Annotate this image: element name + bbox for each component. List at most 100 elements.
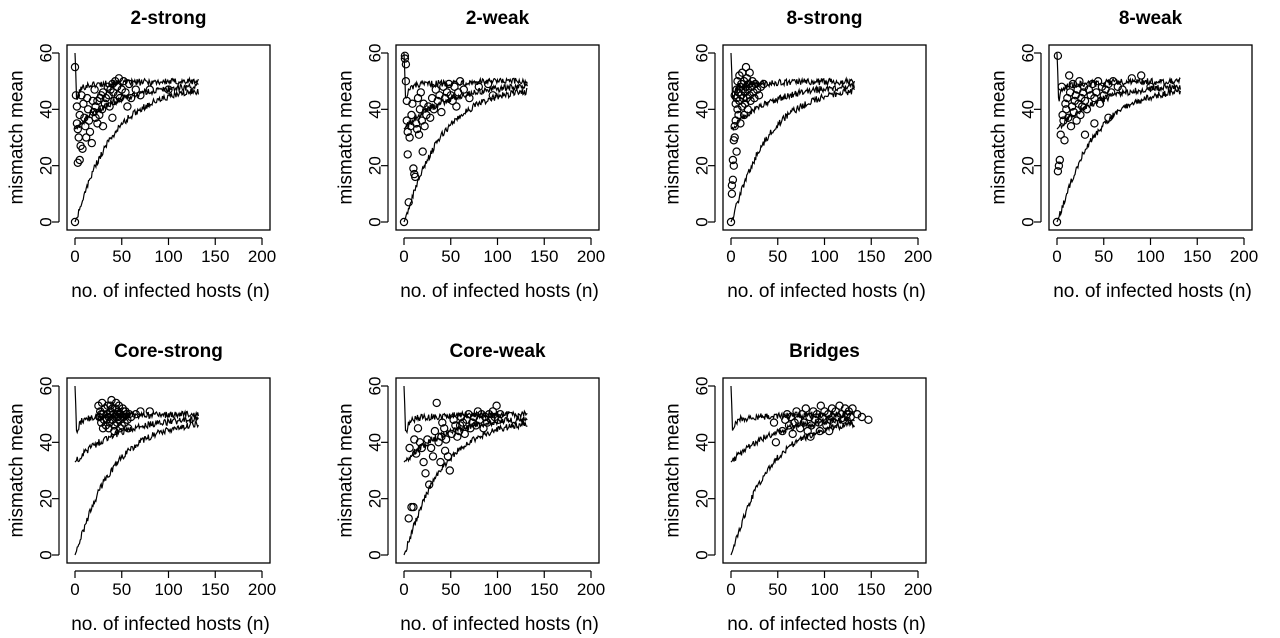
data-point xyxy=(494,415,503,424)
data-point xyxy=(1075,76,1084,86)
data-point xyxy=(101,93,111,103)
data-point xyxy=(81,133,91,142)
data-point xyxy=(471,421,481,430)
data-point xyxy=(407,110,416,120)
data-point xyxy=(1113,82,1123,92)
data-point xyxy=(1064,71,1074,80)
y-tick-label: 0 xyxy=(366,217,385,226)
x-tick-label: 50 xyxy=(768,247,787,266)
data-point xyxy=(853,410,862,419)
x-tick-label: 0 xyxy=(399,247,408,266)
data-point xyxy=(399,217,409,227)
y-tick-label: 40 xyxy=(1019,100,1038,119)
y-axis-title: mismatch mean xyxy=(7,70,28,204)
plot-frame xyxy=(66,377,271,564)
data-point xyxy=(112,82,122,92)
data-point xyxy=(451,421,460,430)
plot-frame xyxy=(722,377,927,564)
y-tick-label: 40 xyxy=(37,433,56,452)
reference-curve xyxy=(730,419,855,556)
data-point xyxy=(492,401,501,410)
data-point xyxy=(429,105,439,114)
data-point xyxy=(1108,76,1118,86)
x-tick-label: 200 xyxy=(577,580,605,599)
plot-frame xyxy=(395,44,600,231)
x-tick-label: 100 xyxy=(810,247,838,266)
data-point xyxy=(786,412,796,422)
data-point xyxy=(799,418,809,427)
data-point xyxy=(465,93,474,103)
data-point xyxy=(116,410,126,419)
data-point xyxy=(419,457,428,467)
y-tick-label: 40 xyxy=(693,433,712,452)
data-point xyxy=(70,62,80,72)
x-tick-label: 150 xyxy=(201,247,229,266)
data-point xyxy=(864,415,873,424)
data-point xyxy=(1080,130,1090,139)
x-tick-label: 100 xyxy=(154,247,182,266)
x-tick-label: 0 xyxy=(70,580,79,599)
reference-curve xyxy=(403,420,528,556)
data-point xyxy=(728,175,738,184)
x-axis-title: no. of infected hosts (n) xyxy=(71,614,270,635)
x-tick-label: 0 xyxy=(726,580,735,599)
reference-curve xyxy=(403,385,528,435)
data-point xyxy=(739,110,749,120)
data-point xyxy=(123,102,132,111)
data-point xyxy=(1059,116,1068,125)
data-point xyxy=(124,79,134,89)
y-tick-label: 60 xyxy=(693,377,712,396)
data-point xyxy=(417,443,426,453)
data-point xyxy=(1093,76,1103,86)
data-point xyxy=(745,68,754,77)
data-point xyxy=(126,93,136,103)
y-tick-label: 20 xyxy=(366,489,385,508)
x-axis-title: no. of infected hosts (n) xyxy=(71,281,270,302)
data-point xyxy=(404,198,413,207)
data-point xyxy=(1104,79,1113,89)
y-tick-label: 0 xyxy=(37,217,56,226)
data-point xyxy=(87,138,97,148)
x-tick-label: 0 xyxy=(726,247,735,266)
reference-curve xyxy=(74,52,199,100)
data-point xyxy=(411,172,420,182)
x-tick-label: 150 xyxy=(530,247,558,266)
data-point xyxy=(488,91,497,100)
data-point xyxy=(403,150,412,159)
x-axis-title: no. of infected hosts (n) xyxy=(1053,281,1252,302)
x-tick-label: 0 xyxy=(399,580,408,599)
data-point xyxy=(1053,167,1063,176)
data-point xyxy=(1054,161,1064,170)
reference-curve xyxy=(403,87,528,223)
data-point xyxy=(829,418,839,427)
data-point xyxy=(432,398,441,408)
data-point xyxy=(433,96,442,106)
data-point xyxy=(70,217,80,227)
x-tick-label: 150 xyxy=(530,580,558,599)
x-tick-label: 50 xyxy=(1094,247,1113,266)
data-point xyxy=(1066,121,1076,131)
data-point xyxy=(413,424,423,433)
data-point xyxy=(1053,51,1063,61)
plot-frame xyxy=(1048,44,1253,231)
data-point xyxy=(426,113,435,123)
panel-title: 8-strong xyxy=(787,8,863,29)
data-point xyxy=(431,85,440,94)
x-axis-title: no. of infected hosts (n) xyxy=(400,281,599,302)
data-point xyxy=(124,424,133,433)
data-point xyxy=(107,395,116,405)
data-point xyxy=(796,424,805,433)
y-tick-label: 60 xyxy=(1019,44,1038,63)
y-axis-title: mismatch mean xyxy=(336,403,357,537)
data-point xyxy=(1080,96,1090,106)
y-tick-label: 20 xyxy=(37,489,56,508)
x-tick-label: 100 xyxy=(483,247,511,266)
x-tick-label: 150 xyxy=(201,580,229,599)
data-point xyxy=(121,88,130,97)
y-tick-label: 60 xyxy=(366,377,385,396)
data-point xyxy=(426,443,436,453)
data-point xyxy=(75,155,84,165)
data-point xyxy=(483,79,493,89)
